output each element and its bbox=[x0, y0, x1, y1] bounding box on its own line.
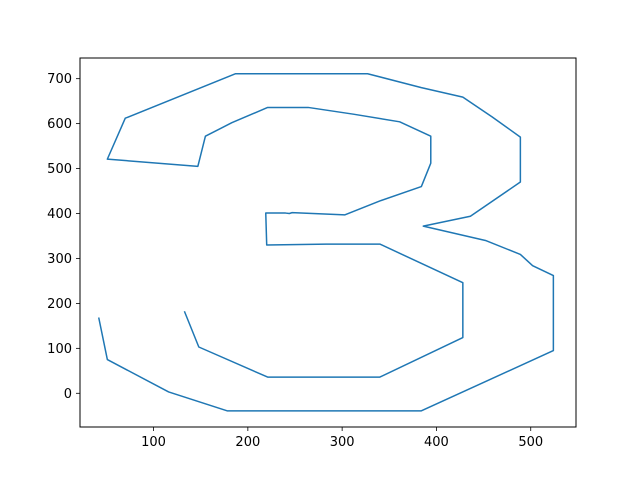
x-axis: 100 200 300 400 500 bbox=[141, 427, 543, 450]
y-tick-label: 500 bbox=[47, 162, 72, 177]
y-axis: 0 100 200 300 400 500 600 700 bbox=[47, 72, 80, 402]
x-tick-label: 500 bbox=[518, 435, 543, 450]
y-tick-label: 100 bbox=[47, 342, 72, 357]
x-tick-label: 200 bbox=[235, 435, 260, 450]
y-tick-label: 600 bbox=[47, 117, 72, 132]
y-tick-label: 400 bbox=[47, 207, 72, 222]
plot-layer bbox=[97, 72, 555, 412]
x-tick-label: 300 bbox=[330, 435, 355, 450]
y-tick-label: 200 bbox=[47, 297, 72, 312]
y-tick-label: 700 bbox=[47, 72, 72, 87]
x-tick-label: 100 bbox=[141, 435, 166, 450]
x-tick-label: 400 bbox=[424, 435, 449, 450]
y-tick-label: 300 bbox=[47, 252, 72, 267]
plot-frame bbox=[79, 57, 577, 428]
y-tick-label: 0 bbox=[64, 387, 72, 402]
series-line-1 bbox=[97, 72, 555, 412]
